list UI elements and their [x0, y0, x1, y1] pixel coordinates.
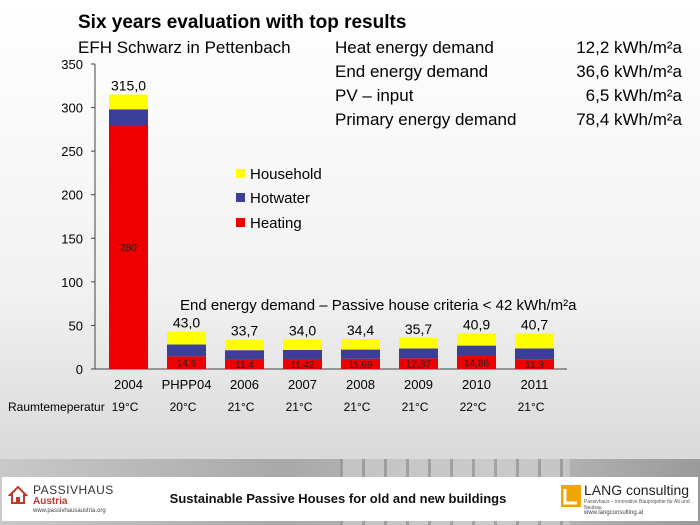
bar-segment-heating	[457, 356, 496, 369]
bar-segment-heating	[515, 359, 554, 369]
left-logo-name: PASSIVHAUS	[33, 483, 114, 497]
right-logo-sub: Passivhaus – innovative Bauprojekte für …	[584, 499, 690, 511]
y-tick-label: 0	[76, 362, 83, 377]
bar-segment-household	[399, 337, 438, 349]
bar-segment-household	[457, 333, 496, 346]
x-tick-label: 2006	[230, 377, 259, 392]
right-logo-url: www.langconsulting.at	[584, 510, 644, 516]
x-tick-label: 2008	[346, 377, 375, 392]
bar-total-label: 315,0	[111, 78, 146, 94]
building-subtitle: EFH Schwarz in Pettenbach	[78, 38, 291, 57]
y-tick-label: 300	[61, 101, 83, 116]
bar-segment-heating	[167, 356, 206, 369]
bar-segment-hotwater	[515, 348, 554, 360]
bar-segment-heating	[341, 358, 380, 369]
bar-segment-hotwater	[341, 349, 380, 359]
temperature-value: 21°C	[285, 400, 313, 414]
bar-segment-household	[283, 339, 322, 350]
x-tick-label: 2009	[404, 377, 433, 392]
y-tick-label: 100	[61, 275, 83, 290]
temperature-value: 22°C	[459, 400, 487, 414]
y-tick-label: 200	[61, 188, 83, 203]
metric-end-label: End energy demand	[335, 62, 489, 81]
bar-segment-household	[225, 339, 264, 351]
metric-heat-value: 12,2 kWh/m²a	[576, 38, 682, 57]
bar-segment-hotwater	[457, 345, 496, 357]
chart-title: Six years evaluation with top results	[78, 12, 407, 33]
temperature-value: 21°C	[401, 400, 429, 414]
temperature-value: 21°C	[517, 400, 545, 414]
bar-heating-label: 11,42	[290, 360, 315, 371]
metric-pv-label: PV – input	[335, 86, 414, 105]
footer-tagline: Sustainable Passive Houses for old and n…	[118, 477, 558, 521]
x-tick-label: PHPP04	[162, 377, 212, 392]
bar-total-label: 34,4	[347, 322, 374, 338]
bar-total-label: 35,7	[405, 321, 432, 337]
bar-total-label: 40,9	[463, 316, 490, 332]
footer-banner: PASSIVHAUS Austria www.passivhausaustria…	[0, 459, 700, 525]
bar-segment-heating	[399, 358, 438, 369]
bar-segment-household	[341, 339, 380, 350]
bar-segment-heating	[109, 125, 148, 369]
metric-primary-label: Primary energy demand	[335, 110, 517, 129]
bar-segment-heating	[283, 359, 322, 369]
criteria-note: End energy demand – Passive house criter…	[180, 297, 577, 314]
bar-segment-heating	[225, 359, 264, 369]
bar-heating-label: 14,6	[177, 359, 197, 370]
temperature-value: 20°C	[169, 400, 197, 414]
bar-total-label: 40,7	[521, 317, 548, 333]
y-tick-label: 350	[61, 57, 83, 72]
bar-heating-label: 12,37	[406, 360, 431, 371]
x-tick-label: 2010	[462, 377, 491, 392]
temperature-label: Raumtemeperatur	[8, 400, 105, 414]
bar-segment-hotwater	[109, 109, 148, 125]
bar-segment-household	[109, 94, 148, 110]
legend-hotwater: Hotwater	[236, 190, 310, 207]
legend-heating-label: Heating	[250, 215, 302, 232]
bar-segment-hotwater	[167, 344, 206, 357]
bar-segment-hotwater	[225, 350, 264, 360]
left-logo-url: www.passivhausaustria.org	[33, 508, 106, 514]
right-logo-name: LANG consulting	[584, 482, 690, 498]
bar-heating-label: 11,3	[525, 360, 544, 371]
legend-hotwater-label: Hotwater	[250, 190, 311, 207]
legend-heating-swatch	[236, 218, 245, 227]
bar-segment-hotwater	[399, 348, 438, 359]
metric-heat-label: Heat energy demand	[335, 38, 494, 57]
legend-household-swatch	[236, 169, 245, 178]
passivhaus-austria-logo[interactable]: PASSIVHAUS Austria www.passivhausaustria…	[2, 477, 122, 521]
bar-segment-hotwater	[283, 349, 322, 360]
temperature-value: 21°C	[227, 400, 255, 414]
metric-pv-value: 6,5 kWh/m²a	[585, 86, 682, 105]
metric-primary-value: 78,4 kWh/m²a	[576, 110, 682, 129]
left-logo-sub: Austria	[33, 496, 68, 507]
legend-hotwater-swatch	[236, 193, 245, 202]
x-tick-label: 2007	[288, 377, 317, 392]
bar-segment-household	[167, 331, 206, 345]
lang-logo-icon	[561, 485, 581, 507]
bar-heating-label: 14,86	[464, 359, 489, 370]
legend-household-label: Household	[250, 166, 322, 183]
legend-heating: Heating	[236, 215, 302, 232]
bar-total-label: 33,7	[231, 323, 258, 339]
y-tick-label: 150	[61, 231, 83, 246]
bar-heating-label: 11,4	[235, 360, 254, 371]
x-tick-label: 2011	[521, 377, 549, 392]
bar-heating-label: 280	[120, 243, 137, 254]
bar-heating-label: 11,69	[348, 360, 373, 371]
y-tick-label: 50	[69, 318, 83, 333]
metric-end-value: 36,6 kWh/m²a	[576, 62, 682, 81]
bar-segment-household	[515, 333, 554, 349]
temperature-value: 19°C	[111, 400, 139, 414]
x-tick-label: 2004	[114, 377, 143, 392]
bar-total-label: 34,0	[289, 322, 316, 338]
bar-total-label: 43,0	[173, 315, 200, 331]
temperature-value: 21°C	[343, 400, 371, 414]
house-icon	[8, 485, 28, 504]
legend-household: Household	[236, 166, 322, 183]
lang-consulting-logo[interactable]: LANG consulting Passivhaus – innovative …	[556, 477, 698, 521]
y-tick-label: 250	[61, 144, 83, 159]
stacked-bar-chart: 0 50 100 150 200 250 300 350 315,0 280 2004 43,0 14,…	[61, 57, 567, 392]
